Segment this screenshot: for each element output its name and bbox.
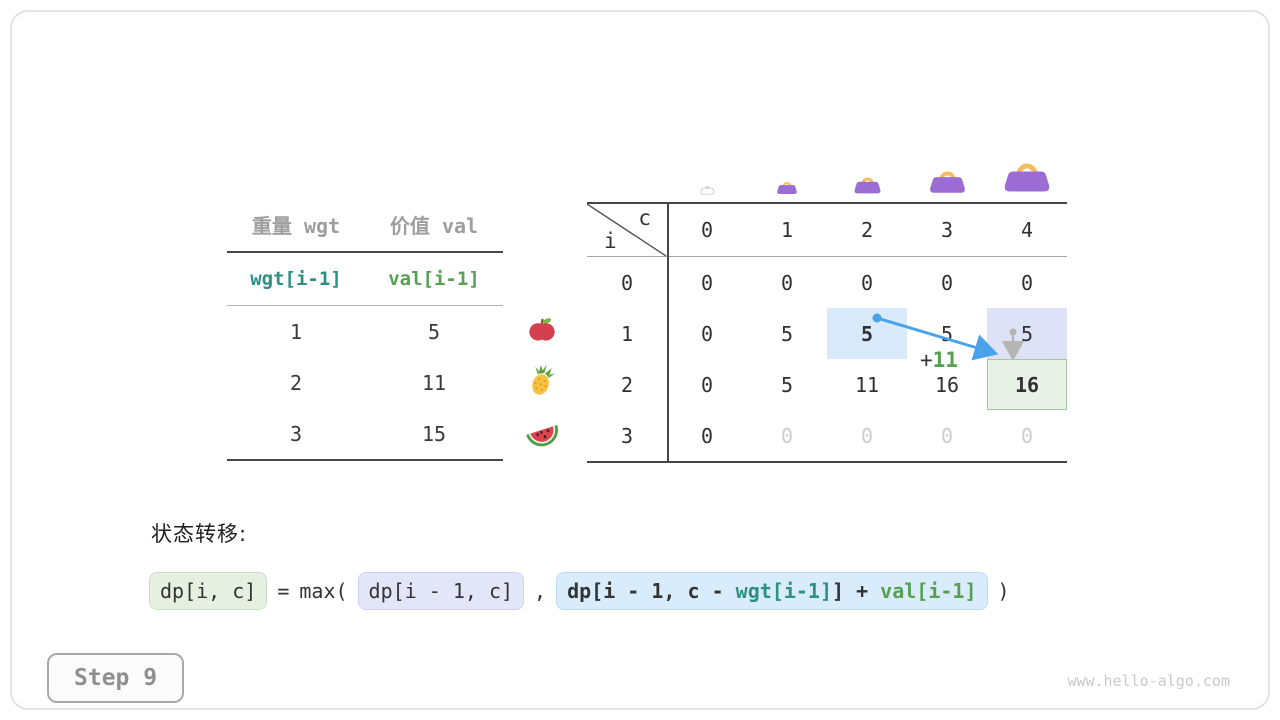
dp-cell: 0	[700, 321, 714, 346]
col-header: 3	[940, 218, 954, 242]
dp-cell-above-highlight: 5	[987, 308, 1067, 359]
dp-cell: 0	[700, 270, 714, 295]
table-row: 2 11	[227, 357, 503, 408]
col-header: 1	[780, 218, 794, 242]
formula-arg-take-prefix: dp[i - 1, c -	[567, 579, 736, 603]
bag-empty-icon	[667, 132, 747, 196]
formula-equals: =	[277, 579, 290, 603]
dp-row: 3 0 0 0 0 0	[587, 410, 1067, 461]
col-header: 4	[1020, 218, 1034, 242]
dp-cell: 0	[860, 423, 874, 448]
dp-cell: 5	[780, 321, 794, 346]
capacity-icons-row	[667, 132, 1067, 196]
state-transition-formula: dp[i, c] = max( dp[i - 1, c] , dp[i - 1,…	[149, 572, 1010, 610]
items-table: 重量 wgt 价值 val wgt[i-1] val[i-1] 1 5 2 11…	[227, 198, 503, 461]
weight-column-header: 重量 wgt	[251, 214, 341, 238]
dp-cell: 0	[780, 423, 794, 448]
transition-label: 状态转移:	[151, 522, 248, 546]
bag-icon	[907, 132, 987, 196]
dp-cell-source-highlight: 5	[827, 308, 907, 359]
capacity-var-label: c	[638, 206, 651, 230]
dp-cell-current-highlight: 16	[987, 359, 1067, 410]
row-header: 3	[620, 423, 634, 448]
dp-cell: 5	[780, 372, 794, 397]
dp-cell: 11	[854, 372, 880, 397]
dp-cell: 16	[934, 372, 960, 397]
formula-lhs: dp[i, c]	[149, 572, 268, 610]
dp-table: c i 0 1 2 3 4 0 0 0 0 0 0 1 0 5 5 5 5 2 …	[587, 202, 1067, 463]
formula-arg-take: dp[i - 1, c - wgt[i-1]] + val[i-1]	[556, 572, 988, 610]
divider	[227, 305, 503, 306]
wgt-code-label: wgt[i-1]	[250, 268, 342, 290]
col-header: 0	[700, 218, 714, 242]
bag-icon	[827, 132, 907, 196]
formula-comma: ,	[534, 579, 547, 603]
item-weight: 3	[289, 421, 303, 446]
formula-val-term: val[i-1]	[880, 579, 977, 603]
items-table-code-row: wgt[i-1] val[i-1]	[227, 253, 503, 305]
items-table-header: 重量 wgt 价值 val	[227, 198, 503, 251]
bag-icon	[987, 132, 1067, 196]
apple-icon	[520, 303, 564, 354]
table-row: 1 5	[227, 306, 503, 357]
dp-row: 0 0 0 0 0 0	[587, 257, 1067, 308]
pineapple-icon	[520, 354, 564, 405]
item-value: 15	[421, 421, 447, 446]
dp-row: 2 0 5 11 16 16	[587, 359, 1067, 410]
bag-icon	[747, 132, 827, 196]
col-header: 2	[860, 218, 874, 242]
step-badge: Step 9	[47, 653, 185, 703]
figure-card: 重量 wgt 价值 val wgt[i-1] val[i-1] 1 5 2 11…	[10, 10, 1270, 710]
formula-max-open: max(	[299, 579, 348, 603]
item-icons	[520, 303, 564, 456]
item-weight: 2	[289, 370, 303, 395]
item-var-label: i	[604, 229, 617, 253]
formula-close-paren: )	[997, 579, 1010, 603]
dp-row: 1 0 5 5 5 5	[587, 308, 1067, 359]
dp-cell: 0	[780, 270, 794, 295]
dp-cell: 0	[940, 423, 954, 448]
dp-cell: 0	[860, 270, 874, 295]
item-value: 5	[427, 319, 441, 344]
watermark-url: www.hello-algo.com	[1067, 672, 1230, 690]
row-header: 1	[620, 321, 634, 346]
dp-cell: 0	[1020, 423, 1034, 448]
divider	[667, 204, 669, 461]
formula-wgt-term: wgt[i-1]	[735, 579, 832, 603]
dp-cell: 0	[940, 270, 954, 295]
formula-arg-skip: dp[i - 1, c]	[357, 572, 525, 610]
added-value: 11	[932, 348, 958, 372]
divider	[227, 459, 503, 461]
val-code-label: val[i-1]	[388, 268, 480, 290]
plus-sign: +	[920, 348, 933, 372]
value-column-header: 价值 val	[389, 214, 479, 238]
row-header: 2	[620, 372, 634, 397]
divider	[227, 251, 503, 253]
formula-arg-take-mid: ] +	[832, 579, 881, 603]
row-header: 0	[620, 270, 634, 295]
item-value: 11	[421, 370, 447, 395]
watermelon-icon	[520, 405, 564, 456]
dp-cell: 0	[1020, 270, 1034, 295]
dp-cell: 0	[700, 372, 714, 397]
item-weight: 1	[289, 319, 303, 344]
dp-cell: 0	[700, 423, 714, 448]
table-row: 3 15	[227, 408, 503, 459]
dp-corner-cell: c i	[587, 204, 667, 257]
plus-value-annotation: +11	[920, 348, 958, 372]
dp-table-header: c i 0 1 2 3 4	[587, 204, 1067, 257]
